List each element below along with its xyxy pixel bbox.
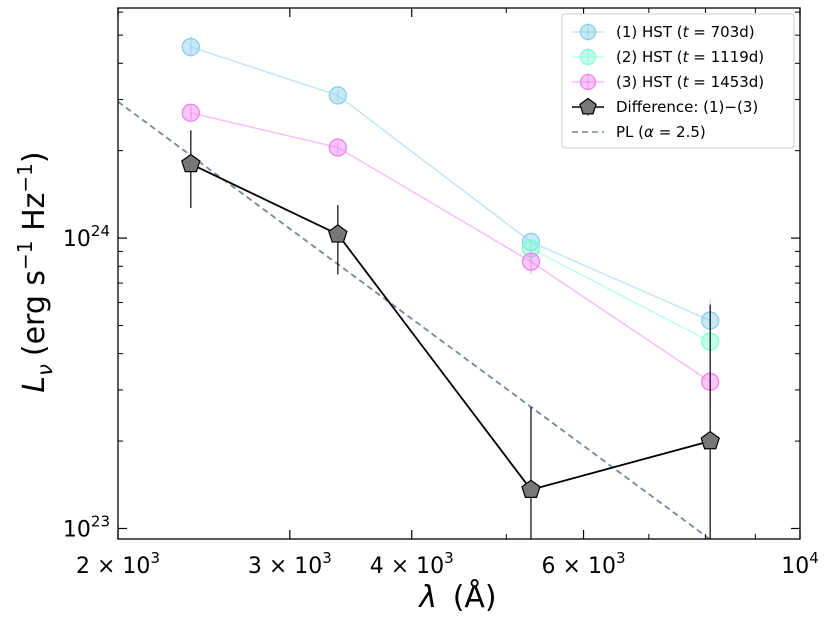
legend-entry-4: Difference: (1)−(3): [572, 97, 758, 116]
x-tick-exponent: 3: [150, 549, 160, 567]
data-point-pentagon: [328, 224, 348, 243]
data-point-pentagon: [700, 430, 720, 450]
y-axis-label-unit-c: ): [17, 151, 52, 163]
legend: (1) HST (t = 703d)(2) HST (t = 1119d)(3)…: [561, 13, 795, 149]
legend-entry-1: (1) HST (t = 703d): [572, 23, 755, 41]
legend-label-pre: PL (: [616, 123, 644, 141]
legend-label-var: t: [683, 73, 690, 91]
x-axis-label-symbol: λ: [417, 580, 437, 615]
y-tick-mantissa: 10: [63, 517, 91, 542]
x-tick-exponent: 3: [444, 549, 454, 567]
data-point-pentagon: [181, 153, 201, 173]
y-axis-label-symbol: L: [17, 376, 52, 393]
x-tick-mantissa: 4 × 10: [370, 554, 444, 579]
data-point-circle: [181, 103, 200, 122]
series-line: [530, 247, 711, 343]
legend-label-var: t: [683, 23, 690, 41]
y-axis-label-subscript: ν: [33, 364, 57, 376]
x-tick-label: 104: [781, 549, 819, 579]
y-tick-exponent: 24: [91, 222, 110, 240]
legend-entry-2: (2) HST (t = 1119d): [572, 48, 764, 66]
legend-marker-pentagon: [579, 97, 597, 115]
data-point-circle: [328, 86, 347, 105]
legend-entry-3: (3) HST (t = 1453d): [572, 73, 764, 91]
x-tick-label: 4 × 103: [370, 549, 454, 579]
x-tick-label: 6 × 103: [542, 549, 626, 579]
plot-content: [118, 36, 720, 539]
series-line: [118, 100, 711, 539]
legend-label-pre: (3) HST (: [616, 73, 683, 91]
series-line: [190, 163, 711, 491]
y-tick-label: 1023: [63, 512, 110, 542]
legend-label-var: t: [683, 48, 690, 66]
y-tick-exponent: 23: [91, 512, 110, 530]
x-tick-mantissa: 3 × 10: [248, 554, 322, 579]
data-point-pentagon: [521, 479, 541, 498]
legend-label: (2) HST (t = 1119d): [616, 48, 764, 66]
x-tick-mantissa: 6 × 10: [542, 554, 616, 579]
legend-label: (3) HST (t = 1453d): [616, 73, 764, 91]
series-3: [181, 103, 720, 408]
y-tick-label: 1024: [63, 222, 110, 252]
legend-frame: [561, 13, 795, 149]
x-axis-label: λ (Å): [417, 579, 496, 615]
x-tick-mantissa: 10: [781, 554, 809, 579]
legend-entry-5: PL (α = 2.5): [572, 123, 706, 141]
x-axis-label-unit: (Å): [453, 579, 497, 615]
x-tick-label: 2 × 103: [76, 549, 160, 579]
data-point-circle: [181, 37, 200, 57]
legend-label: PL (α = 2.5): [616, 123, 706, 141]
legend-label-pre: (2) HST (: [616, 48, 683, 66]
data-point-circle: [521, 252, 541, 271]
x-tick-label: 3 × 103: [248, 549, 332, 579]
y-axis-label-unit-b: Hz: [17, 193, 52, 241]
x-tick-exponent: 4: [809, 549, 819, 567]
series-line: [190, 112, 711, 383]
x-tick-exponent: 3: [616, 549, 626, 567]
y-axis-label-unit-a: (erg s: [17, 270, 52, 356]
data-point-circle: [328, 138, 347, 157]
legend-label-post: = 1453d): [689, 73, 765, 91]
legend-marker-circle: [579, 23, 597, 41]
x-tick-exponent: 3: [322, 549, 332, 567]
y-axis-label-unit-sup2: −1: [13, 163, 37, 192]
legend-label-pre: (1) HST (: [616, 23, 683, 41]
y-axis-label-unit-sup1: −1: [13, 240, 37, 269]
y-axis-label: Lν(erg s−1 Hz−1): [13, 151, 57, 392]
y-tick-mantissa: 10: [63, 227, 91, 252]
legend-marker-circle: [579, 48, 597, 66]
legend-label-post: = 2.5): [654, 123, 706, 141]
series-4: [181, 130, 720, 539]
legend-label-post: = 703d): [689, 23, 755, 41]
series-line: [190, 46, 711, 322]
legend-label-post: = 1119d): [689, 48, 765, 66]
legend-label: (1) HST (t = 703d): [616, 23, 755, 41]
series-1: [181, 36, 720, 330]
legend-label-pre: Difference: (1)−(3): [616, 98, 758, 116]
series-5: [118, 100, 711, 539]
legend-label-var: α: [644, 123, 654, 141]
legend-label: Difference: (1)−(3): [616, 98, 758, 116]
plot-frame: [117, 7, 801, 540]
x-tick-mantissa: 2 × 10: [76, 554, 150, 579]
legend-marker-circle: [579, 73, 597, 91]
